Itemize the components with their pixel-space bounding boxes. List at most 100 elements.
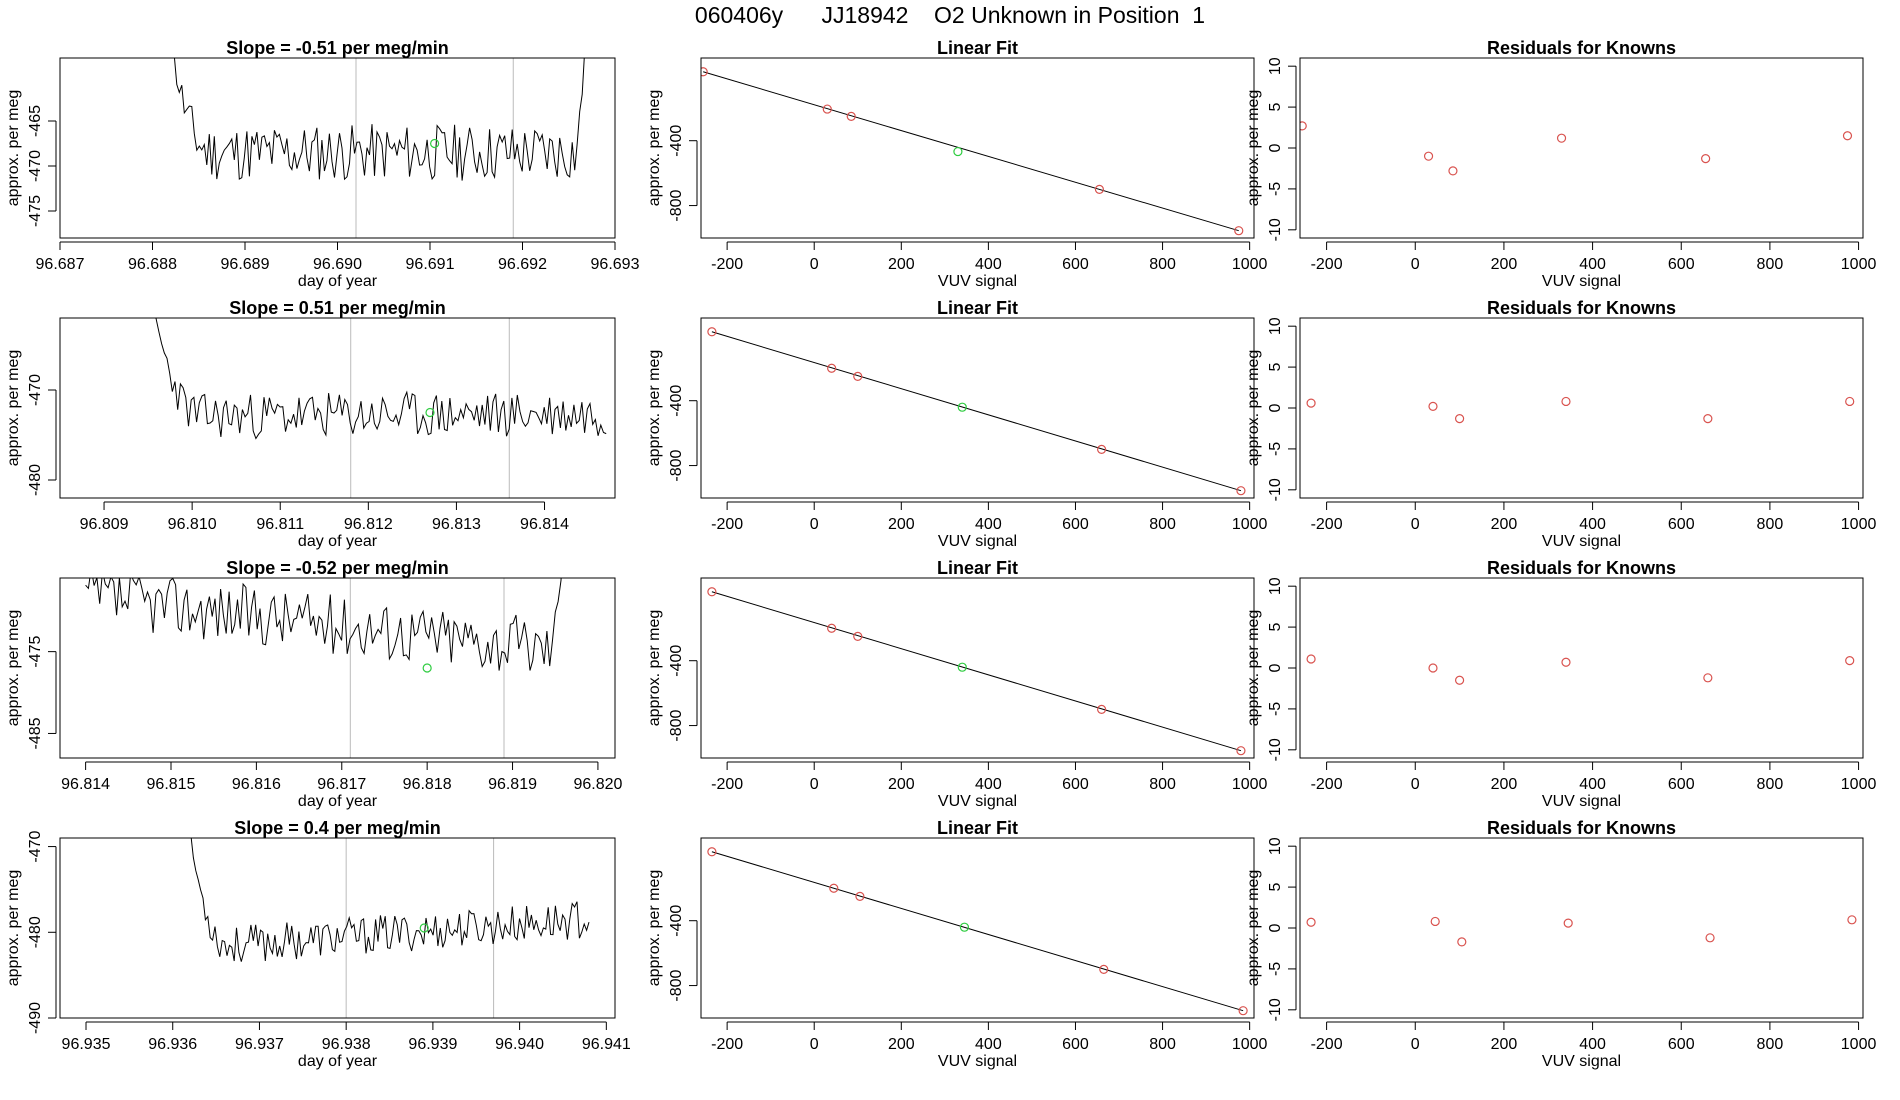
x-axis-label: VUV signal	[1542, 793, 1621, 810]
x-tick-label: 1000	[1232, 516, 1268, 533]
known-point	[1236, 746, 1246, 756]
plot-area	[707, 587, 1246, 756]
unknown-point	[953, 146, 963, 157]
y-tick-label: 5	[1267, 103, 1284, 112]
panel-title: Slope = 0.4 per meg/min	[234, 818, 441, 838]
x-tick-label: 96.819	[488, 776, 537, 793]
x-tick-label: 600	[1668, 516, 1695, 533]
x-axis-label: VUV signal	[938, 273, 1017, 290]
x-tick-label: 800	[1149, 1036, 1176, 1053]
residual-point	[1563, 918, 1573, 928]
x-tick-label: 800	[1149, 256, 1176, 273]
x-tick-label: 96.935	[62, 1036, 111, 1053]
residual-point	[1423, 151, 1434, 161]
panel-title: Linear Fit	[937, 298, 1018, 318]
x-tick-label: 1000	[1841, 516, 1877, 533]
plot-frame	[59, 57, 616, 239]
plot-area	[1300, 121, 1853, 176]
y-tick-label: -800	[668, 449, 685, 481]
x-tick-label: 800	[1149, 516, 1176, 533]
panel-time-series-row-4: Slope = 0.4 per meg/min 96.935 96.936 96.93…	[5, 818, 631, 1070]
y-tick-label: 0	[1267, 663, 1284, 672]
y-tick-label: -800	[668, 709, 685, 741]
known-point	[1099, 964, 1109, 974]
y-tick-label: -400	[668, 905, 685, 937]
x-tick-label: 0	[810, 776, 819, 793]
x-tick-label: 96.813	[432, 516, 481, 533]
x-tick-label: -200	[1311, 516, 1343, 533]
x-tick-label: 200	[1491, 256, 1518, 273]
x-tick-label: 400	[1579, 256, 1606, 273]
panel-linear-fit-row-2: Linear Fit -200 0 200 400 600 800 1000 VUV signa…	[646, 298, 1268, 550]
time-series-line	[85, 578, 562, 671]
known-point	[846, 111, 856, 121]
y-tick-label: -475	[27, 195, 44, 227]
x-tick-label: 96.690	[313, 256, 362, 273]
panel-residuals-row-2: Residuals for Knowns-200 0 200 400 600 800 100…	[1245, 298, 1876, 550]
x-tick-label: 400	[975, 776, 1002, 793]
x-tick-label: 400	[1579, 1036, 1606, 1053]
x-tick-label: 200	[888, 776, 915, 793]
plot-frame	[700, 837, 1255, 1019]
plot-area	[701, 67, 1244, 236]
y-tick-label: 5	[1267, 883, 1284, 892]
y-axis-label: approx. per meg	[5, 870, 22, 987]
y-tick-label: -10	[1267, 998, 1284, 1021]
plot-area	[173, 58, 585, 238]
residual-point	[1306, 917, 1316, 927]
x-tick-label: 96.810	[168, 516, 217, 533]
y-tick-label: -5	[1267, 182, 1284, 196]
panel-title: Residuals for Knowns	[1487, 558, 1676, 578]
y-tick-label: 10	[1267, 57, 1284, 75]
panel-title: Residuals for Knowns	[1487, 38, 1676, 58]
x-tick-label: 96.815	[147, 776, 196, 793]
x-tick-label: 96.938	[322, 1036, 371, 1053]
x-tick-label: -200	[1311, 1036, 1343, 1053]
x-tick-label: 400	[1579, 776, 1606, 793]
x-tick-label: 96.811	[256, 516, 304, 533]
x-tick-label: 0	[1411, 256, 1420, 273]
x-tick-label: 1000	[1841, 776, 1877, 793]
x-tick-label: 600	[1062, 256, 1089, 273]
plot-area	[1306, 396, 1855, 424]
x-tick-label: -200	[711, 1036, 743, 1053]
plot-frame	[700, 577, 1255, 759]
unknown-marker	[419, 923, 429, 933]
plot-frame	[59, 837, 616, 1019]
x-tick-label: 1000	[1841, 256, 1877, 273]
y-axis-label: approx. per meg	[646, 610, 663, 727]
plot-frame	[1299, 577, 1864, 759]
x-tick-label: 0	[810, 516, 819, 533]
x-tick-label: 96.940	[495, 1036, 544, 1053]
y-tick-label: 5	[1267, 623, 1284, 632]
y-tick-label: -10	[1267, 738, 1284, 761]
x-axis-label: VUV signal	[1542, 1053, 1621, 1070]
known-point	[707, 847, 717, 857]
panel-title: Linear Fit	[937, 818, 1018, 838]
x-tick-label: 400	[975, 516, 1002, 533]
time-series-line	[155, 318, 607, 440]
x-tick-label: 96.817	[317, 776, 366, 793]
y-tick-label: -800	[668, 969, 685, 1001]
x-tick-label: 96.809	[80, 516, 129, 533]
known-point	[827, 363, 837, 373]
x-tick-label: 600	[1062, 776, 1089, 793]
y-tick-label: 0	[1267, 923, 1284, 932]
y-axis-label: approx. per meg	[646, 870, 663, 987]
x-tick-label: 600	[1062, 1036, 1089, 1053]
y-tick-label: -470	[27, 830, 44, 862]
y-tick-label: 5	[1267, 363, 1284, 372]
y-tick-label: -400	[668, 385, 685, 417]
x-tick-label: -200	[711, 776, 743, 793]
residual-point	[1306, 398, 1316, 408]
residual-point	[1428, 663, 1438, 673]
x-tick-label: 96.814	[61, 776, 110, 793]
x-tick-label: -200	[1311, 256, 1343, 273]
residual-point	[1306, 654, 1316, 664]
y-tick-label: 0	[1267, 403, 1284, 412]
panel-residuals-row-1: Residuals for Knowns-200 0 200 400 600 800 100…	[1245, 38, 1876, 290]
y-tick-label: 10	[1267, 317, 1284, 335]
panel-time-series-row-3: Slope = -0.52 per meg/min 96.814 96.815 96.…	[5, 558, 622, 810]
panel-time-series-row-1: Slope = -0.51 per meg/min 96.687 96.688 96.…	[5, 38, 640, 290]
